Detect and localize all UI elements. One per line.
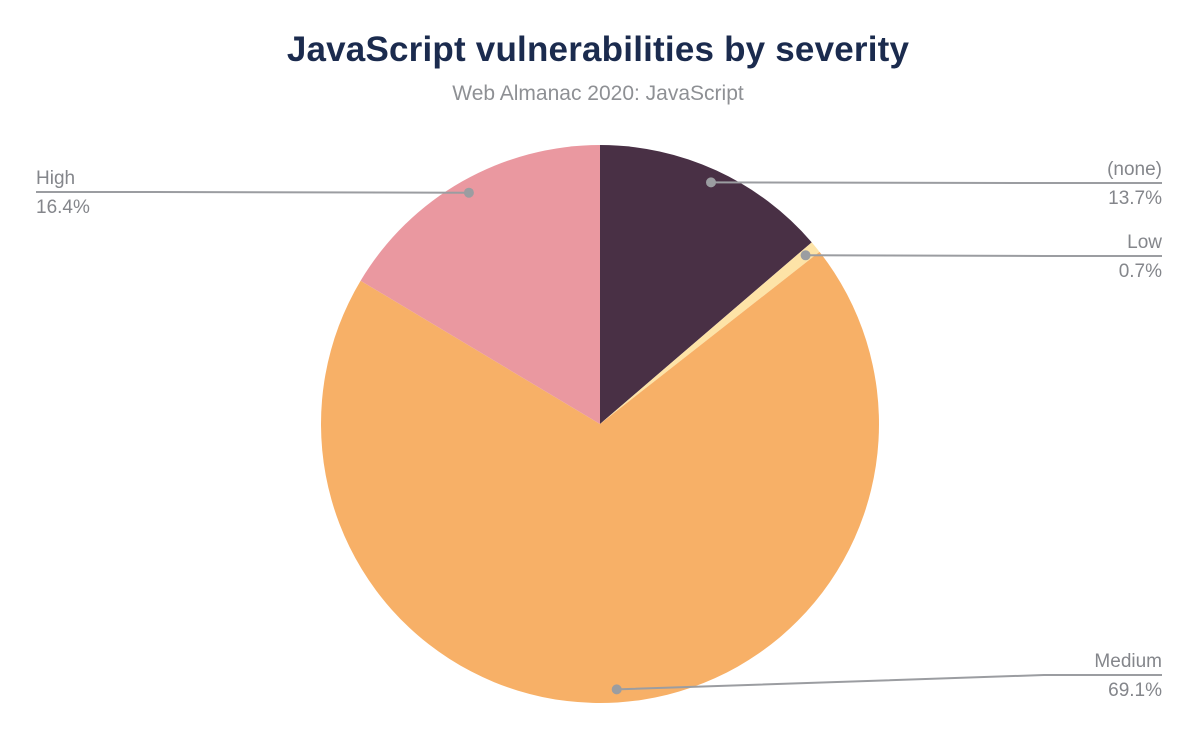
leader-line	[710, 181, 1162, 184]
pie-slice-low[interactable]	[600, 242, 820, 424]
leader-dot	[706, 177, 716, 188]
slice-label: Medium	[1094, 651, 1162, 672]
slice-callout-medium: Medium 69.1%	[1094, 651, 1162, 701]
pie-slice-none[interactable]	[600, 145, 812, 424]
slice-callout-high: High 16.4%	[36, 168, 90, 218]
leader-lines	[36, 177, 1162, 695]
pie-slice-high[interactable]	[360, 145, 600, 424]
slice-value: 0.7%	[1119, 261, 1162, 282]
slice-label: Low	[1127, 232, 1162, 253]
pie-slices	[320, 145, 879, 704]
pie-slice-medium[interactable]	[320, 251, 879, 704]
slice-label: (none)	[1107, 159, 1162, 180]
slice-callout-low: Low 0.7%	[1119, 232, 1163, 282]
slice-callout-none: (none) 13.7%	[1107, 159, 1162, 209]
slice-value: 13.7%	[1108, 188, 1162, 209]
leader-line	[616, 674, 1162, 691]
leader-dot	[611, 684, 622, 695]
leader-line	[805, 254, 1162, 257]
slice-value: 16.4%	[36, 197, 90, 218]
slice-value: 69.1%	[1108, 680, 1162, 701]
slice-callouts: (none) 13.7% Low 0.7% Medium 69.1% High …	[36, 159, 1162, 701]
leader-dot	[463, 187, 474, 198]
slice-label: High	[36, 168, 75, 189]
leader-dot	[800, 250, 811, 261]
leader-line	[36, 191, 469, 194]
